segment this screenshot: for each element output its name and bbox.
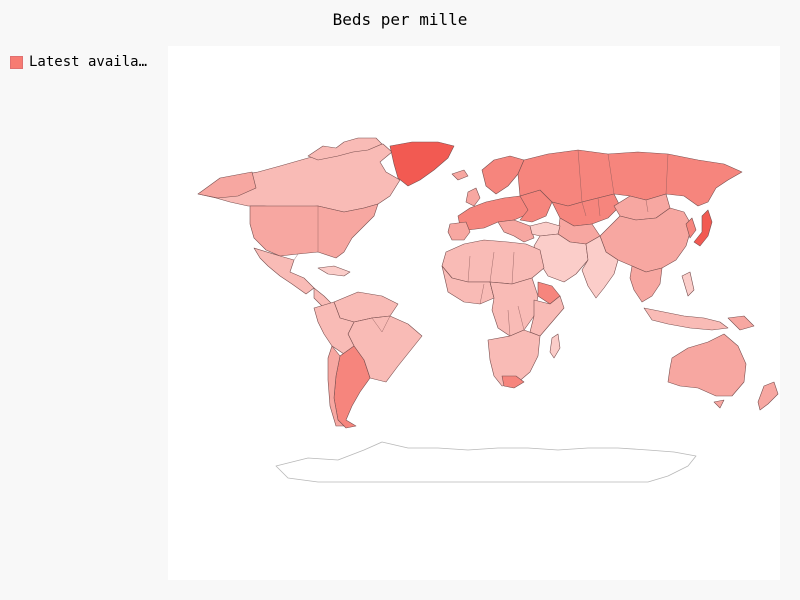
region-southeast-asia[interactable]	[629, 265, 663, 303]
region-antarctica[interactable]	[275, 441, 697, 483]
region-china[interactable]	[599, 207, 693, 273]
map-plot-area	[168, 46, 780, 580]
region-madagascar[interactable]	[549, 333, 561, 359]
region-scandinavia[interactable]	[481, 155, 525, 195]
border-lines-americas	[293, 206, 391, 357]
region-central-africa[interactable]	[489, 277, 539, 337]
border-lines-asia	[577, 149, 669, 217]
border-lines-africa	[467, 251, 525, 337]
legend-label: Latest available	[29, 54, 151, 70]
region-japan[interactable]	[693, 209, 713, 247]
region-india[interactable]	[581, 235, 619, 299]
region-united-states[interactable]	[249, 203, 379, 259]
region-tasmania[interactable]	[713, 399, 725, 409]
region-australia[interactable]	[667, 333, 747, 397]
region-new-zealand[interactable]	[757, 381, 779, 411]
region-alaska[interactable]	[197, 171, 257, 199]
region-korea[interactable]	[685, 217, 697, 239]
region-canada-arctic[interactable]	[307, 137, 383, 161]
legend[interactable]: Latest available	[10, 54, 151, 70]
region-north-africa[interactable]	[441, 239, 545, 285]
region-chile[interactable]	[327, 345, 345, 427]
region-greenland[interactable]	[389, 141, 455, 187]
region-east-africa[interactable]	[529, 295, 565, 337]
region-southern-africa[interactable]	[487, 329, 541, 387]
region-italy-balkans[interactable]	[497, 219, 535, 243]
map-title: Beds per mille	[332, 10, 468, 29]
world-map	[197, 137, 779, 483]
region-indonesia[interactable]	[643, 307, 729, 331]
region-papua-new-guinea[interactable]	[727, 315, 755, 331]
region-caribbean[interactable]	[317, 265, 351, 277]
region-mexico[interactable]	[253, 247, 315, 295]
region-philippines[interactable]	[681, 271, 695, 297]
region-uk[interactable]	[465, 187, 481, 207]
region-iberia[interactable]	[447, 221, 471, 241]
region-south-africa[interactable]	[501, 375, 525, 389]
legend-swatch	[10, 55, 23, 69]
region-iceland[interactable]	[451, 169, 469, 181]
region-turkey[interactable]	[529, 221, 561, 237]
